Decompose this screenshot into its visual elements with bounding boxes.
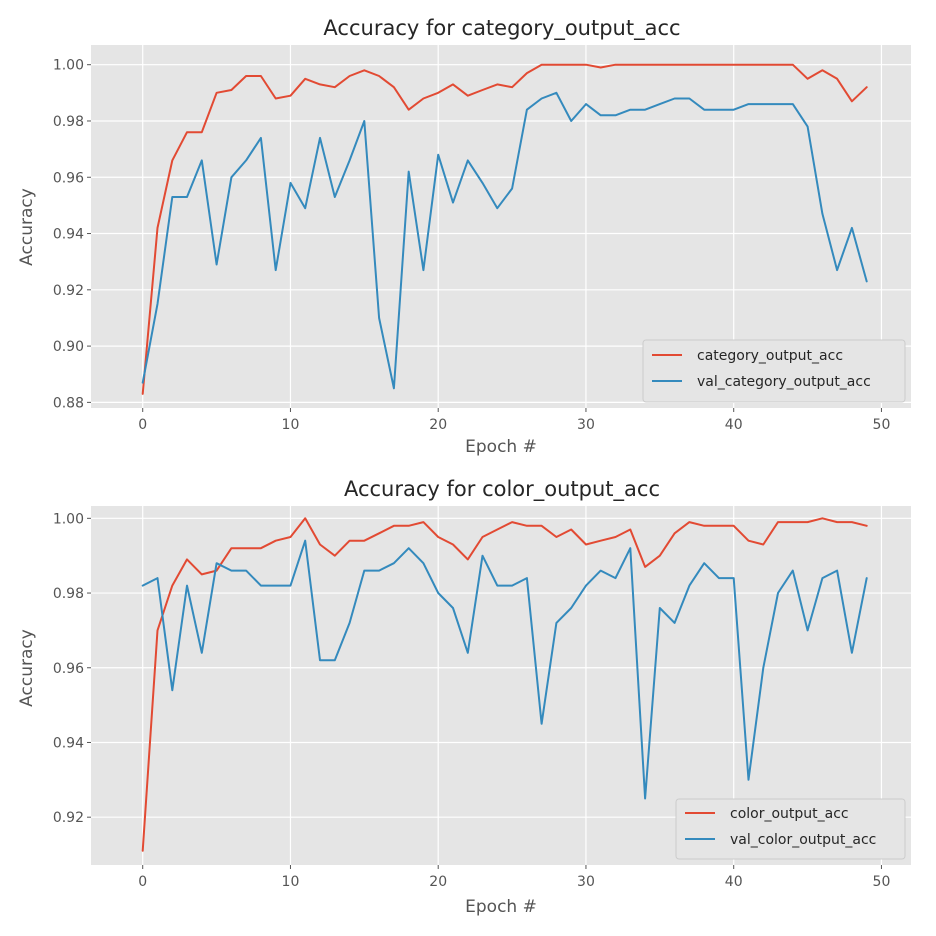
x-tick-label: 20: [429, 874, 447, 890]
x-tick-label: 0: [138, 874, 147, 890]
legend-label-val: val_color_output_acc: [730, 832, 876, 848]
legend-label-val: val_category_output_acc: [697, 374, 871, 390]
y-tick-label: 0.94: [53, 735, 84, 751]
series-line-train: [141, 517, 868, 852]
y-tick-label: 1.00: [53, 511, 84, 527]
legend: color_output_acc val_color_output_acc: [675, 798, 906, 860]
y-tick-label: 0.92: [53, 810, 84, 826]
x-axis-label: Epoch #: [465, 897, 537, 917]
y-tick-label: 1.00: [53, 58, 84, 74]
legend-label-train: color_output_acc: [730, 806, 849, 822]
y-ticks: 0.92 0.94 0.96 0.98 1.00: [53, 511, 91, 826]
x-tick-label: 50: [873, 417, 891, 433]
y-axis-label: Accuracy: [17, 629, 37, 707]
x-tick-label: 30: [577, 874, 595, 890]
series-line-train: [141, 63, 868, 395]
x-tick-label: 0: [138, 417, 147, 433]
x-tick-label: 20: [429, 417, 447, 433]
series-lines: [141, 63, 868, 395]
y-tick-label: 0.92: [53, 283, 84, 299]
x-ticks: 0 10 20 30 40 50: [138, 865, 890, 890]
chart-category-accuracy: Accuracy for category_output_acc 0 10 20 30…: [17, 16, 911, 457]
y-ticks: 0.88 0.90 0.92 0.94 0.96 0.98 1.00: [53, 58, 91, 411]
series-line-val: [141, 91, 868, 390]
y-tick-label: 0.98: [53, 586, 84, 602]
legend: category_output_acc val_category_output_…: [642, 339, 906, 403]
y-tick-label: 0.96: [53, 170, 84, 186]
legend-box: [675, 798, 906, 860]
x-tick-label: 10: [282, 417, 300, 433]
x-tick-label: 50: [873, 874, 891, 890]
y-tick-label: 0.88: [53, 395, 84, 411]
chart-color-accuracy: Accuracy for color_output_acc 0 10 20 30 40 5…: [17, 477, 911, 917]
x-tick-label: 10: [282, 874, 300, 890]
series-lines: [141, 517, 868, 852]
y-tick-label: 0.90: [53, 339, 84, 355]
legend-label-train: category_output_acc: [697, 348, 843, 364]
chart-title: Accuracy for color_output_acc: [344, 477, 660, 502]
y-tick-label: 0.98: [53, 114, 84, 130]
y-tick-label: 0.94: [53, 227, 84, 243]
x-axis-label: Epoch #: [465, 437, 537, 457]
x-ticks: 0 10 20 30 40 50: [138, 408, 890, 433]
x-tick-label: 40: [725, 417, 743, 433]
y-tick-label: 0.96: [53, 661, 84, 677]
series-line-val: [141, 539, 868, 800]
legend-box: [642, 339, 906, 403]
x-tick-label: 40: [725, 874, 743, 890]
chart-title: Accuracy for category_output_acc: [323, 16, 680, 41]
x-tick-label: 30: [577, 417, 595, 433]
y-axis-label: Accuracy: [17, 188, 37, 266]
